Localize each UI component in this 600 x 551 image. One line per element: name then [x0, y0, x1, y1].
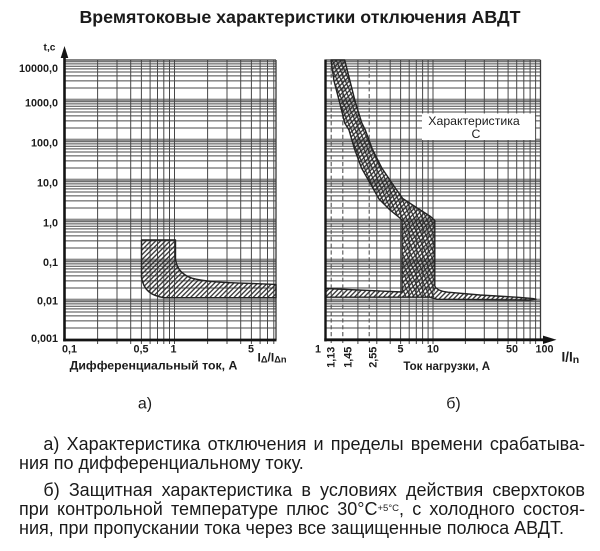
svg-text:0,5: 0,5 [133, 344, 148, 356]
svg-text:5: 5 [397, 344, 403, 356]
svg-text:0,1: 0,1 [62, 344, 77, 356]
svg-text:1: 1 [315, 344, 321, 356]
svg-text:0,1: 0,1 [43, 257, 58, 269]
svg-text:2,55: 2,55 [367, 347, 379, 368]
svg-text:1,45: 1,45 [342, 347, 354, 368]
svg-text:Ток нагрузки, А: Ток нагрузки, А [403, 361, 490, 373]
svg-text:1: 1 [170, 344, 176, 356]
svg-text:10000,0: 10000,0 [19, 63, 58, 75]
svg-text:0,001: 0,001 [31, 333, 58, 345]
svg-text:50: 50 [506, 344, 518, 356]
svg-text:1000,0: 1000,0 [25, 98, 58, 110]
svg-text:1,13: 1,13 [325, 347, 337, 368]
svg-text:С: С [472, 127, 481, 141]
svg-text:10,0: 10,0 [37, 178, 58, 190]
svg-text:t,c: t,c [44, 42, 56, 53]
svg-text:IΔ/IΔn: IΔ/IΔn [258, 351, 287, 365]
svg-text:Характеристика: Характеристика [428, 114, 520, 128]
svg-text:а): а) [138, 396, 152, 413]
svg-text:I/In: I/In [562, 350, 580, 367]
svg-text:100: 100 [535, 344, 553, 356]
svg-text:Дифференциальный ток, А: Дифференциальный ток, А [70, 359, 238, 373]
svg-text:100,0: 100,0 [31, 138, 58, 150]
svg-text:0,01: 0,01 [37, 296, 58, 308]
svg-text:б): б) [446, 396, 461, 413]
svg-text:1,0: 1,0 [43, 218, 58, 230]
svg-text:10: 10 [427, 344, 439, 356]
svg-text:5: 5 [248, 344, 254, 356]
